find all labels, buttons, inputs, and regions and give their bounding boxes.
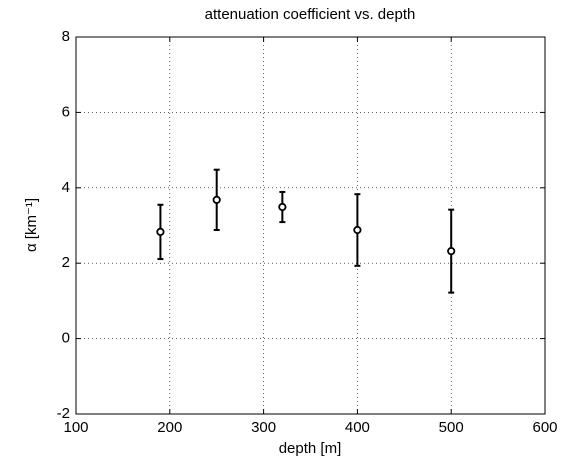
y-tick-label: -2	[57, 405, 70, 422]
marker	[278, 202, 287, 212]
plot-area	[75, 36, 546, 415]
y-tick-label: 8	[62, 28, 70, 45]
marker	[353, 225, 362, 235]
y-tick-label: 0	[62, 330, 70, 347]
x-tick-label: 100	[63, 419, 88, 436]
marker	[156, 227, 165, 237]
marker	[447, 247, 456, 256]
marker	[212, 195, 221, 204]
x-tick-label: 500	[439, 419, 464, 436]
y-tick-label: 4	[62, 179, 70, 196]
x-tick-label: 400	[345, 419, 370, 436]
y-tick-label: 6	[62, 103, 70, 120]
x-axis-label: depth [m]	[279, 440, 342, 457]
chart-title: attenuation coefficient vs. depth	[205, 6, 416, 23]
x-tick-label: 600	[532, 419, 557, 436]
x-tick-label: 200	[157, 419, 182, 436]
y-tick-label: 2	[62, 254, 70, 271]
y-axis-label: α [km⁻¹]	[23, 198, 40, 252]
x-tick-label: 300	[251, 419, 276, 436]
